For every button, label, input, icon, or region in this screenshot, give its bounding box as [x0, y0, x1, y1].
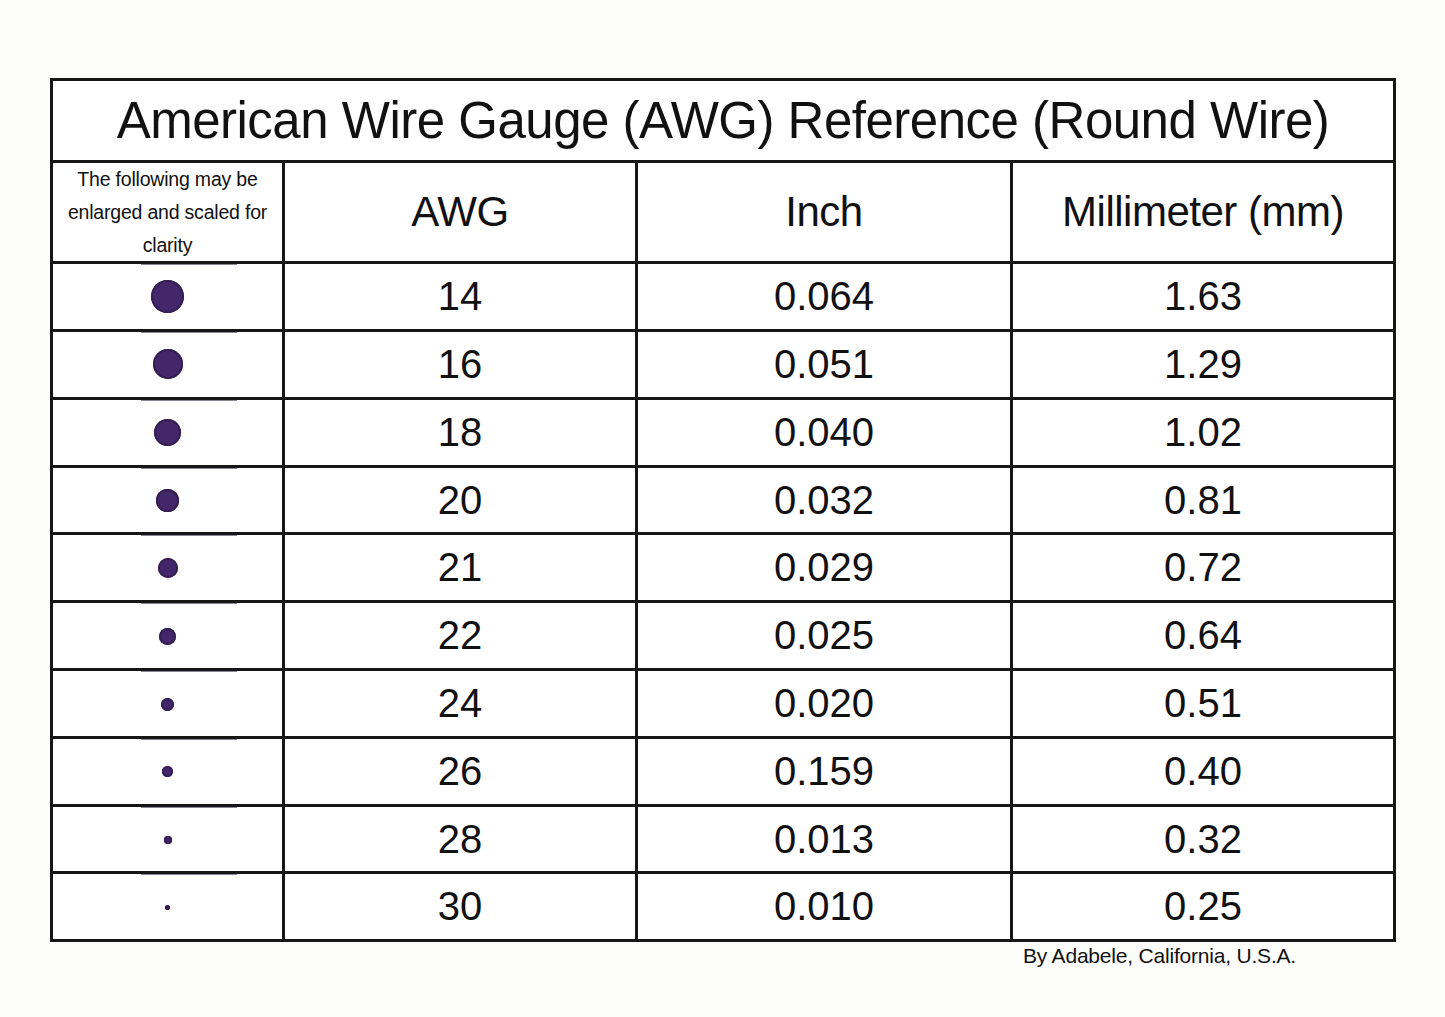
clarity-note: The following may be enlarged and scaled… — [52, 162, 284, 263]
mm-cell: 0.64 — [1012, 602, 1395, 670]
scale-line — [141, 805, 237, 808]
inch-cell: 0.013 — [637, 805, 1012, 873]
inch-cell: 0.029 — [637, 534, 1012, 602]
attribution-text: By Adabele, California, U.S.A. — [50, 944, 1393, 968]
title-row: American Wire Gauge (AWG) Reference (Rou… — [52, 80, 1395, 162]
table-row: 26 0.159 0.40 — [52, 737, 1395, 805]
awg-cell: 16 — [284, 331, 637, 399]
wire-dot-icon — [162, 766, 173, 777]
scale-line — [141, 534, 237, 537]
scale-line — [141, 331, 237, 334]
scale-line — [141, 602, 237, 605]
inch-cell: 0.040 — [637, 398, 1012, 466]
wire-dot-icon — [161, 698, 174, 711]
awg-cell: 28 — [284, 805, 637, 873]
scale-line — [141, 873, 237, 876]
dot-cell — [52, 331, 284, 399]
inch-cell: 0.051 — [637, 331, 1012, 399]
mm-cell: 0.51 — [1012, 670, 1395, 738]
col-header-awg: AWG — [284, 162, 637, 263]
awg-cell: 14 — [284, 263, 637, 331]
table-row: 28 0.013 0.32 — [52, 805, 1395, 873]
inch-cell: 0.025 — [637, 602, 1012, 670]
mm-cell: 1.63 — [1012, 263, 1395, 331]
mm-cell: 1.29 — [1012, 331, 1395, 399]
scale-line — [141, 398, 237, 401]
inch-cell: 0.064 — [637, 263, 1012, 331]
header-row: The following may be enlarged and scaled… — [52, 162, 1395, 263]
inch-cell: 0.159 — [637, 737, 1012, 805]
table-title: American Wire Gauge (AWG) Reference (Rou… — [52, 80, 1395, 162]
wire-dot-icon — [158, 558, 178, 578]
col-header-inch: Inch — [637, 162, 1012, 263]
dot-cell — [52, 805, 284, 873]
wire-dot-icon — [165, 905, 170, 910]
scale-line — [141, 466, 237, 469]
dot-cell — [52, 670, 284, 738]
mm-cell: 0.40 — [1012, 737, 1395, 805]
inch-cell: 0.032 — [637, 466, 1012, 534]
table-row: 24 0.020 0.51 — [52, 670, 1395, 738]
dot-cell — [52, 873, 284, 941]
table-row: 21 0.029 0.72 — [52, 534, 1395, 602]
page: American Wire Gauge (AWG) Reference (Rou… — [0, 0, 1445, 1017]
mm-cell: 0.81 — [1012, 466, 1395, 534]
mm-cell: 1.02 — [1012, 398, 1395, 466]
awg-cell: 22 — [284, 602, 637, 670]
awg-cell: 18 — [284, 398, 637, 466]
wire-dot-icon — [153, 349, 183, 379]
table-row: 20 0.032 0.81 — [52, 466, 1395, 534]
table-row: 30 0.010 0.25 — [52, 873, 1395, 941]
table-row: 18 0.040 1.02 — [52, 398, 1395, 466]
wire-dot-icon — [159, 628, 176, 645]
table-row: 22 0.025 0.64 — [52, 602, 1395, 670]
mm-cell: 0.72 — [1012, 534, 1395, 602]
dot-cell — [52, 466, 284, 534]
table-row: 16 0.051 1.29 — [52, 331, 1395, 399]
inch-cell: 0.020 — [637, 670, 1012, 738]
dot-cell — [52, 263, 284, 331]
awg-cell: 26 — [284, 737, 637, 805]
scale-line — [141, 670, 237, 673]
wire-dot-icon — [151, 280, 184, 313]
awg-cell: 30 — [284, 873, 637, 941]
col-header-mm: Millimeter (mm) — [1012, 162, 1395, 263]
table-row: 14 0.064 1.63 — [52, 263, 1395, 331]
awg-cell: 20 — [284, 466, 637, 534]
inch-cell: 0.010 — [637, 873, 1012, 941]
dot-cell — [52, 602, 284, 670]
wire-dot-icon — [164, 836, 172, 844]
dot-cell — [52, 737, 284, 805]
mm-cell: 0.25 — [1012, 873, 1395, 941]
scale-line — [141, 263, 237, 266]
mm-cell: 0.32 — [1012, 805, 1395, 873]
dot-cell — [52, 398, 284, 466]
awg-cell: 21 — [284, 534, 637, 602]
dot-cell — [52, 534, 284, 602]
awg-reference-table: American Wire Gauge (AWG) Reference (Rou… — [50, 78, 1396, 942]
wire-dot-icon — [154, 419, 181, 446]
wire-dot-icon — [156, 489, 179, 512]
table-body: 14 0.064 1.63 16 0.051 1.29 18 0.040 1.0… — [52, 263, 1395, 941]
scale-line — [141, 737, 237, 740]
awg-cell: 24 — [284, 670, 637, 738]
